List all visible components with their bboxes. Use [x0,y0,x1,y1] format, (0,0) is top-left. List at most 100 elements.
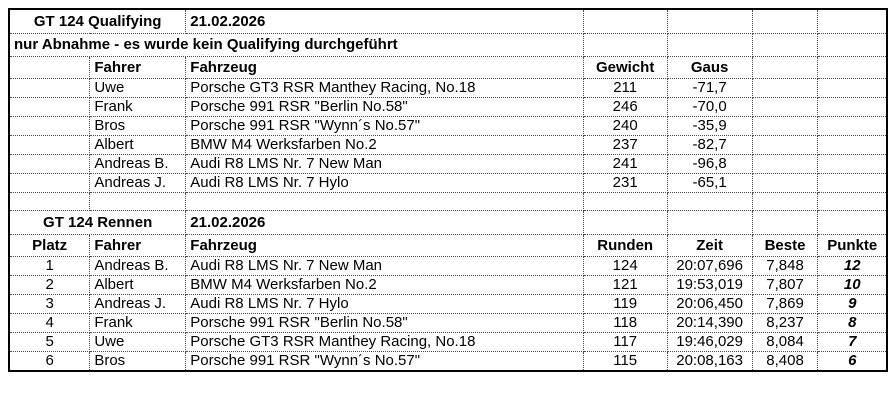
cell-platz: 4 [8,313,91,333]
cell-runden: 115 [582,351,668,372]
cell-fahrzeug: Porsche 991 RSR "Berlin No.58" [185,97,584,117]
cell-empty [751,8,819,34]
cell-beste: 7,807 [751,275,819,295]
cell-beste: 8,084 [751,332,819,352]
cell-gaus: -70,0 [666,97,753,117]
cell-gaus: -96,8 [666,154,753,174]
cell-platz: 6 [8,351,91,372]
cell-empty [751,173,819,193]
cell-beste: 8,237 [751,313,819,333]
cell-fahrzeug: Porsche 991 RSR "Berlin No.58" [185,313,584,333]
qualifying-row: Bros Porsche 991 RSR "Wynn´s No.57" 240 … [8,116,888,136]
cell-runden: 117 [582,332,668,352]
cell-empty [751,154,819,174]
qualifying-title: GT 124 Qualifying [8,8,187,34]
cell-fahrer: Andreas B. [89,256,187,276]
race-title-row: GT 124 Rennen 21.02.2026 [8,210,888,235]
race-title: GT 124 Rennen [8,210,187,235]
cell-empty [817,192,888,211]
cell-empty [582,210,668,235]
cell-punkte: 9 [817,294,888,314]
cell-empty [817,210,888,235]
cell-zeit: 20:06,450 [666,294,753,314]
cell-fahrer: Albert [89,135,187,155]
cell-punkte: 10 [817,275,888,295]
cell-empty [817,33,888,57]
cell-gewicht: 241 [582,154,668,174]
qualifying-row: Albert BMW M4 Werksfarben No.2 237 -82,7 [8,135,888,155]
qualifying-row: Uwe Porsche GT3 RSR Manthey Racing, No.1… [8,78,888,98]
cell-fahrer: Frank [89,313,187,333]
cell-empty [8,56,91,79]
cell-empty [817,116,888,136]
race-header-punkte: Punkte [817,234,888,257]
race-row: 5 Uwe Porsche GT3 RSR Manthey Racing, No… [8,332,888,352]
cell-fahrzeug: Porsche 991 RSR "Wynn´s No.57" [185,116,584,136]
cell-zeit: 20:08,163 [666,351,753,372]
cell-empty [582,33,668,57]
cell-gaus: -65,1 [666,173,753,193]
cell-empty [8,192,91,211]
cell-empty [817,78,888,98]
cell-fahrzeug: Porsche GT3 RSR Manthey Racing, No.18 [185,332,584,352]
cell-empty [751,33,819,57]
race-header-row: Platz Fahrer Fahrzeug Runden Zeit Beste … [8,234,888,257]
cell-empty [817,154,888,174]
race-header-zeit: Zeit [666,234,753,257]
cell-empty [817,135,888,155]
cell-gewicht: 231 [582,173,668,193]
cell-beste: 7,848 [751,256,819,276]
cell-empty [185,192,584,211]
qualifying-title-row: GT 124 Qualifying 21.02.2026 [8,8,888,34]
qualifying-header-fahrzeug: Fahrzeug [185,56,584,79]
cell-gewicht: 246 [582,97,668,117]
cell-gaus: -82,7 [666,135,753,155]
cell-zeit: 19:46,029 [666,332,753,352]
cell-fahrzeug: Audi R8 LMS Nr. 7 New Man [185,154,584,174]
cell-fahrer: Andreas B. [89,154,187,174]
race-date: 21.02.2026 [185,210,584,235]
cell-fahrer: Uwe [89,332,187,352]
cell-runden: 119 [582,294,668,314]
race-header-fahrer: Fahrer [89,234,187,257]
cell-empty [751,210,819,235]
race-header-fahrzeug: Fahrzeug [185,234,584,257]
cell-empty [582,8,668,34]
cell-empty [751,78,819,98]
cell-fahrzeug: Audi R8 LMS Nr. 7 Hylo [185,173,584,193]
cell-gewicht: 240 [582,116,668,136]
cell-empty [8,97,91,117]
cell-empty [89,192,187,211]
race-header-platz: Platz [8,234,91,257]
qualifying-header-gaus: Gaus [666,56,753,79]
qualifying-note: nur Abnahme - es wurde kein Qualifying d… [8,33,584,57]
cell-empty [666,33,753,57]
cell-empty [751,97,819,117]
cell-empty [751,116,819,136]
cell-fahrzeug: Porsche GT3 RSR Manthey Racing, No.18 [185,78,584,98]
race-row: 2 Albert BMW M4 Werksfarben No.2 121 19:… [8,275,888,295]
cell-empty [8,154,91,174]
cell-empty [666,192,753,211]
cell-beste: 8,408 [751,351,819,372]
qualifying-header-gewicht: Gewicht [582,56,668,79]
cell-platz: 2 [8,275,91,295]
cell-fahrzeug: Porsche 991 RSR "Wynn´s No.57" [185,351,584,372]
cell-fahrer: Frank [89,97,187,117]
cell-empty [817,97,888,117]
cell-platz: 1 [8,256,91,276]
cell-empty [8,173,91,193]
cell-gewicht: 237 [582,135,668,155]
cell-fahrzeug: BMW M4 Werksfarben No.2 [185,275,584,295]
cell-empty [8,78,91,98]
qualifying-date: 21.02.2026 [185,8,584,34]
qualifying-row: Andreas J. Audi R8 LMS Nr. 7 Hylo 231 -6… [8,173,888,193]
cell-punkte: 8 [817,313,888,333]
cell-fahrer: Andreas J. [89,294,187,314]
race-row: 1 Andreas B. Audi R8 LMS Nr. 7 New Man 1… [8,256,888,276]
qualifying-header-fahrer: Fahrer [89,56,187,79]
cell-empty [817,8,888,34]
cell-fahrer: Bros [89,351,187,372]
race-row: 3 Andreas J. Audi R8 LMS Nr. 7 Hylo 119 … [8,294,888,314]
race-row: 6 Bros Porsche 991 RSR "Wynn´s No.57" 11… [8,351,888,372]
